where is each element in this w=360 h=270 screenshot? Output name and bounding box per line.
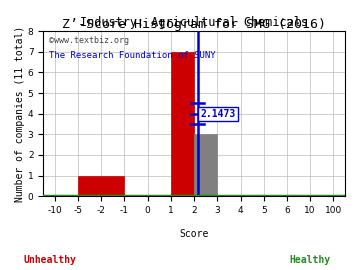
Text: ©www.textbiz.org: ©www.textbiz.org — [49, 36, 129, 45]
Text: Healthy: Healthy — [289, 255, 330, 265]
X-axis label: Score: Score — [179, 229, 209, 239]
Title: Z’-Score Histogram for SMG (2016): Z’-Score Histogram for SMG (2016) — [62, 18, 326, 31]
Text: The Research Foundation of SUNY: The Research Foundation of SUNY — [49, 51, 216, 60]
Y-axis label: Number of companies (11 total): Number of companies (11 total) — [15, 26, 25, 202]
Text: 2.1473: 2.1473 — [200, 109, 235, 119]
Bar — [171, 52, 194, 196]
Text: Unhealthy: Unhealthy — [24, 255, 77, 265]
Bar — [78, 176, 125, 196]
Text: Industry: Agricultural Chemicals: Industry: Agricultural Chemicals — [80, 16, 308, 29]
Bar — [194, 134, 217, 196]
